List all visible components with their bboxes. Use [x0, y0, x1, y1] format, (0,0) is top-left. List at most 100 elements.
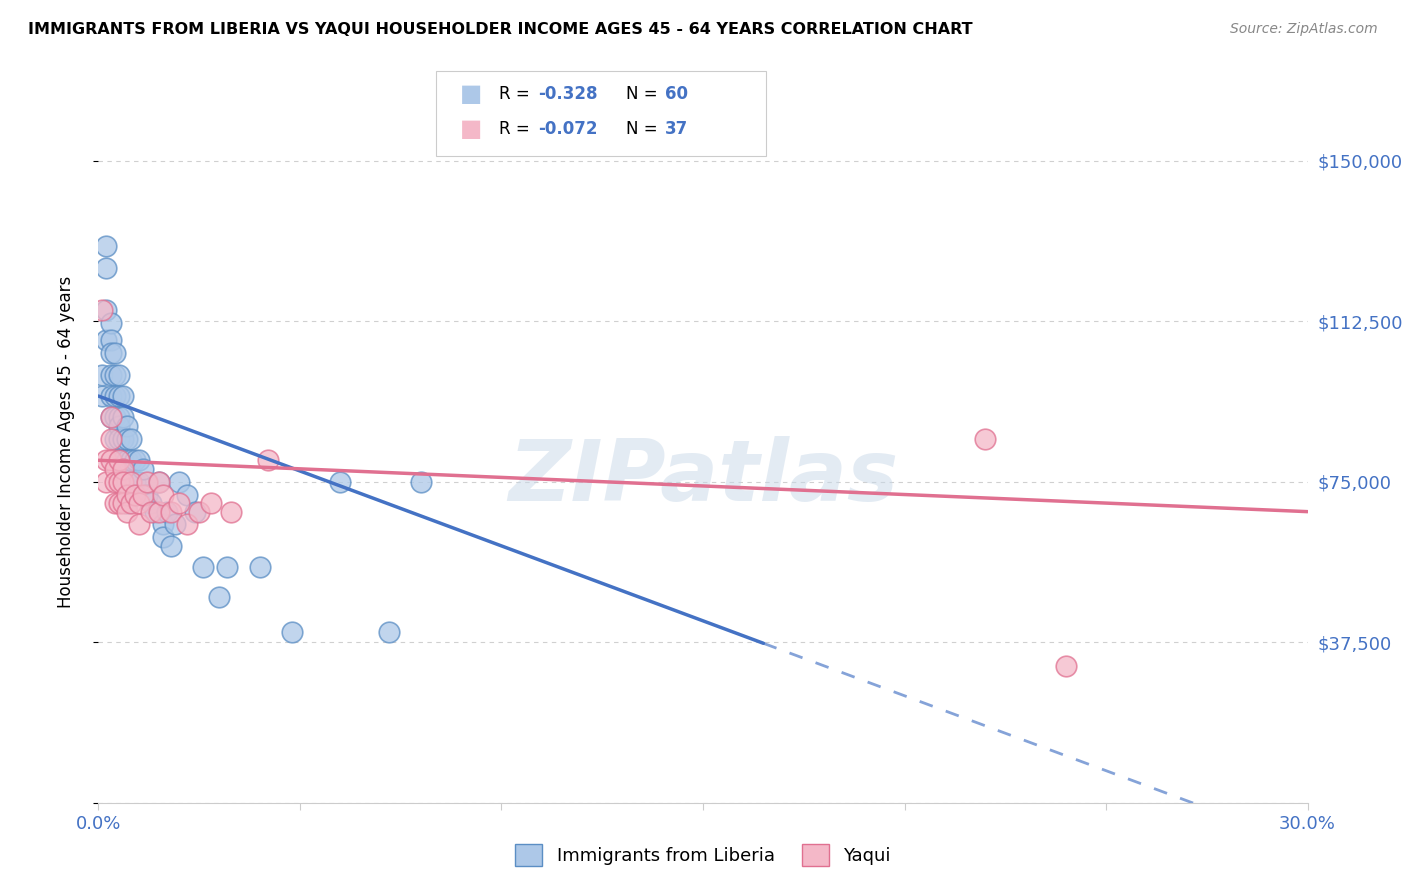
Point	[120, 475, 142, 489]
Point	[96, 453, 118, 467]
Point	[103, 462, 125, 476]
Point	[281, 624, 304, 639]
Point	[167, 496, 190, 510]
Point	[100, 410, 122, 425]
Point	[152, 517, 174, 532]
Text: ZIPatlas: ZIPatlas	[508, 436, 898, 519]
Point	[103, 389, 125, 403]
Text: R =: R =	[499, 85, 536, 103]
Point	[111, 453, 134, 467]
Point	[96, 239, 118, 253]
Point	[163, 517, 186, 532]
Point	[115, 419, 138, 434]
Point	[167, 475, 190, 489]
Point	[100, 389, 122, 403]
Point	[100, 368, 122, 382]
Point	[107, 475, 129, 489]
Point	[115, 453, 138, 467]
Point	[100, 334, 122, 348]
Point	[120, 475, 142, 489]
Point	[115, 487, 138, 501]
Point	[128, 475, 150, 489]
Text: -0.328: -0.328	[538, 85, 598, 103]
Text: Source: ZipAtlas.com: Source: ZipAtlas.com	[1230, 22, 1378, 37]
Point	[377, 624, 399, 639]
Point	[160, 539, 183, 553]
Point	[91, 368, 114, 382]
Point	[103, 475, 125, 489]
Point	[103, 346, 125, 360]
Point	[91, 303, 114, 318]
Point	[148, 505, 170, 519]
Point	[128, 496, 150, 510]
Point	[249, 560, 271, 574]
Point	[115, 432, 138, 446]
Point	[96, 334, 118, 348]
Point	[124, 487, 146, 501]
Point	[974, 432, 997, 446]
Text: IMMIGRANTS FROM LIBERIA VS YAQUI HOUSEHOLDER INCOME AGES 45 - 64 YEARS CORRELATI: IMMIGRANTS FROM LIBERIA VS YAQUI HOUSEHO…	[28, 22, 973, 37]
Point	[96, 475, 118, 489]
Point	[184, 505, 207, 519]
Point	[107, 419, 129, 434]
Point	[200, 496, 222, 510]
Point	[160, 505, 183, 519]
Point	[135, 475, 157, 489]
Point	[111, 410, 134, 425]
Point	[217, 560, 239, 574]
Point	[208, 591, 231, 605]
Point	[120, 432, 142, 446]
Point	[148, 475, 170, 489]
Point	[135, 487, 157, 501]
Point	[96, 303, 118, 318]
Point	[100, 453, 122, 467]
Point	[409, 475, 432, 489]
Point	[132, 487, 155, 501]
Point	[143, 505, 166, 519]
Point	[124, 475, 146, 489]
Point	[100, 410, 122, 425]
Point	[103, 368, 125, 382]
Point	[91, 389, 114, 403]
Point	[124, 453, 146, 467]
Point	[152, 487, 174, 501]
Point	[100, 346, 122, 360]
Point	[329, 475, 352, 489]
Point	[176, 487, 198, 501]
Point	[152, 530, 174, 544]
Point	[107, 368, 129, 382]
Point	[156, 505, 179, 519]
Point	[256, 453, 278, 467]
Legend: Immigrants from Liberia, Yaqui: Immigrants from Liberia, Yaqui	[515, 844, 891, 866]
Point	[103, 410, 125, 425]
Text: -0.072: -0.072	[538, 120, 598, 138]
Point	[128, 517, 150, 532]
Point	[107, 410, 129, 425]
Y-axis label: Householder Income Ages 45 - 64 years: Householder Income Ages 45 - 64 years	[56, 276, 75, 607]
Point	[115, 496, 138, 510]
Point	[221, 505, 243, 519]
Text: 60: 60	[665, 85, 688, 103]
Point	[111, 432, 134, 446]
Point	[139, 505, 162, 519]
Point	[120, 453, 142, 467]
Point	[107, 453, 129, 467]
Point	[107, 432, 129, 446]
Point	[188, 505, 211, 519]
Point	[107, 496, 129, 510]
Point	[103, 496, 125, 510]
Point	[1054, 658, 1077, 673]
Point	[139, 496, 162, 510]
Text: ■: ■	[460, 118, 482, 141]
Point	[128, 453, 150, 467]
Point	[103, 432, 125, 446]
Point	[111, 462, 134, 476]
Point	[100, 316, 122, 330]
Text: 37: 37	[665, 120, 689, 138]
Point	[100, 432, 122, 446]
Text: N =: N =	[626, 85, 662, 103]
Point	[120, 496, 142, 510]
Point	[132, 462, 155, 476]
Point	[107, 389, 129, 403]
Point	[111, 475, 134, 489]
